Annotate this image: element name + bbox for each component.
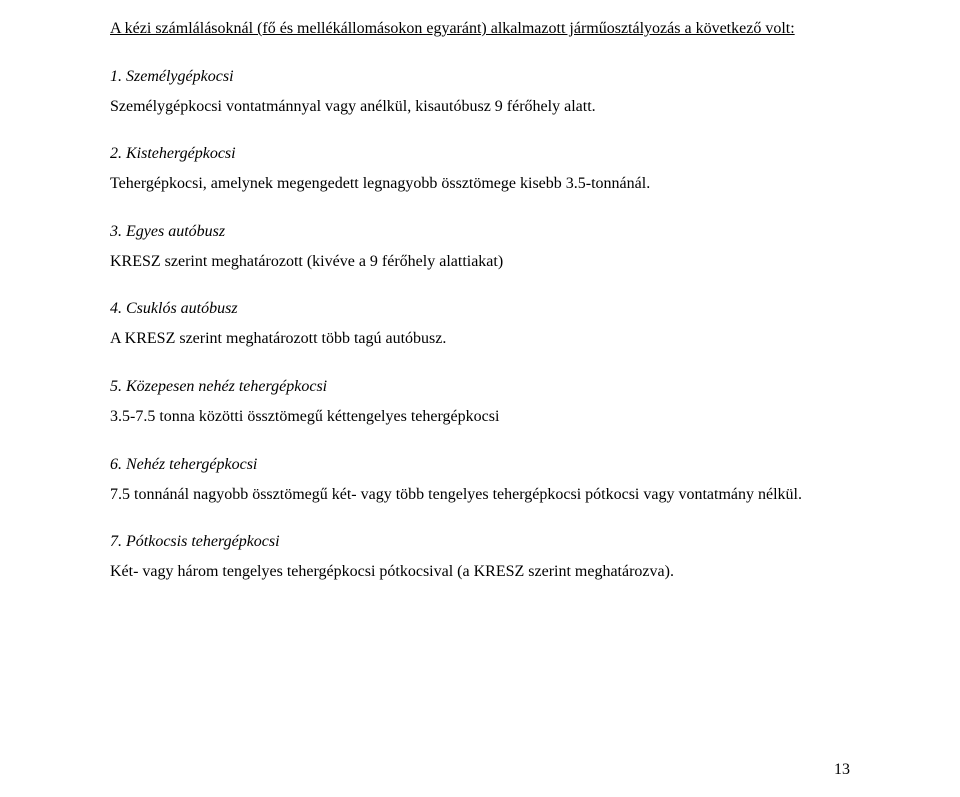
item-3-body: KRESZ szerint meghatározott (kivéve a 9 … — [110, 251, 850, 273]
item-5-body: 3.5-7.5 tonna közötti össztömegű kétteng… — [110, 406, 850, 428]
item-7-body: Két- vagy három tengelyes tehergépkocsi … — [110, 561, 850, 583]
item-1-body: Személygépkocsi vontatmánnyal vagy anélk… — [110, 96, 850, 118]
item-3-heading: 3. Egyes autóbusz — [110, 223, 850, 241]
page-number: 13 — [834, 761, 850, 779]
document-page: A kézi számlálásoknál (fő és mellékállom… — [0, 0, 960, 797]
item-2-heading: 2. Kistehergépkocsi — [110, 145, 850, 163]
item-4: 4. Csuklós autóbusz A KRESZ szerint megh… — [110, 300, 850, 350]
item-1: 1. Személygépkocsi Személygépkocsi vonta… — [110, 68, 850, 118]
intro-text: A kézi számlálásoknál (fő és mellékállom… — [110, 18, 850, 40]
item-5-heading: 5. Közepesen nehéz tehergépkocsi — [110, 378, 850, 396]
item-7: 7. Pótkocsis tehergépkocsi Két- vagy hár… — [110, 533, 850, 583]
item-6: 6. Nehéz tehergépkocsi 7.5 tonnánál nagy… — [110, 456, 850, 506]
item-1-heading: 1. Személygépkocsi — [110, 68, 850, 86]
item-6-heading: 6. Nehéz tehergépkocsi — [110, 456, 850, 474]
item-2: 2. Kistehergépkocsi Tehergépkocsi, amely… — [110, 145, 850, 195]
item-6-body: 7.5 tonnánál nagyobb össztömegű két- vag… — [110, 484, 850, 506]
item-3: 3. Egyes autóbusz KRESZ szerint meghatár… — [110, 223, 850, 273]
item-4-heading: 4. Csuklós autóbusz — [110, 300, 850, 318]
item-4-body: A KRESZ szerint meghatározott több tagú … — [110, 328, 850, 350]
item-2-body: Tehergépkocsi, amelynek megengedett legn… — [110, 173, 850, 195]
item-5: 5. Közepesen nehéz tehergépkocsi 3.5-7.5… — [110, 378, 850, 428]
item-7-heading: 7. Pótkocsis tehergépkocsi — [110, 533, 850, 551]
